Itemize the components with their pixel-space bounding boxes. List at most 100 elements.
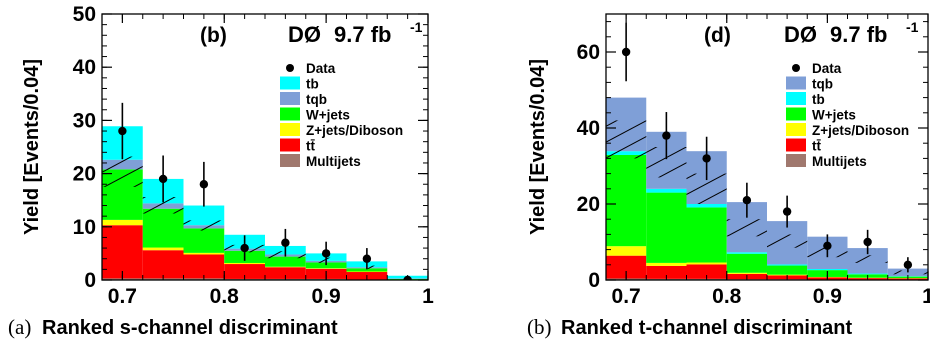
legend-swatch-2 — [786, 92, 806, 105]
y-tick-label-2: 40 — [577, 117, 600, 140]
legend-label-2: tqb — [306, 92, 327, 107]
data-point-0 — [118, 126, 127, 136]
legend-label-4: Z+jets/Diboson — [306, 123, 403, 138]
x-tick-label-3: 1 — [422, 285, 434, 308]
plot-area — [606, 22, 928, 280]
y-tick-label-5: 50 — [73, 3, 96, 26]
y-tick-label-1: 10 — [73, 216, 96, 239]
uncertainty-band-bin-0 — [102, 156, 143, 187]
legend-label-2: tb — [812, 92, 825, 107]
legend-swatch-4 — [786, 123, 806, 136]
luminosity-label: 9.7 fb — [830, 22, 887, 47]
data-point-7 — [903, 260, 913, 269]
caption: Ranked t-channel discriminant — [561, 317, 853, 339]
uncertainty-band-bin-6 — [847, 255, 888, 263]
data-point-6 — [362, 254, 372, 263]
data-point-4 — [782, 207, 792, 216]
panel-label: (b) — [200, 24, 227, 47]
bar-tb-bin-6 — [847, 273, 888, 275]
y-axis-title: Yield [Events/0.04] — [527, 59, 549, 235]
bar-zjetsdiboson-bin-3 — [224, 262, 265, 265]
bar-tt-bin-4 — [265, 267, 306, 279]
luminosity-exponent: -1 — [410, 19, 423, 35]
bar-zjetsdiboson-bin-1 — [646, 262, 687, 266]
uncertainty-band-bin-0 — [606, 120, 647, 159]
x-tick-label-1: 0.8 — [712, 285, 742, 308]
bar-tb-bin-2 — [183, 205, 225, 226]
x-tick-label-3: 1 — [922, 285, 930, 308]
y-tick-label-3: 60 — [577, 41, 600, 64]
legend-swatch-5 — [280, 138, 300, 152]
bar-tb-bin-4 — [767, 264, 808, 266]
bar-tb-bin-1 — [646, 188, 687, 193]
bar-zjetsdiboson-bin-2 — [686, 262, 727, 265]
legend-label-1: tqb — [812, 77, 833, 92]
luminosity-exponent: -1 — [906, 19, 919, 35]
legend-swatch-3 — [786, 107, 806, 121]
bar-tt-bin-3 — [224, 264, 265, 279]
bar-wjets-bin-2 — [183, 228, 225, 253]
legend-swatch-1 — [786, 76, 806, 90]
data-point-1 — [158, 174, 168, 184]
experiment-label: DØ — [288, 22, 321, 47]
data-point-4 — [281, 238, 290, 247]
data-point-6 — [863, 237, 872, 247]
bar-zjetsdiboson-bin-2 — [183, 252, 225, 255]
legend-label-0: Data — [812, 61, 842, 76]
bar-tt-bin-2 — [686, 264, 727, 279]
x-tick-label-2: 0.9 — [813, 285, 842, 308]
bar-wjets-bin-0 — [606, 154, 647, 247]
bar-zjetsdiboson-bin-1 — [142, 247, 184, 251]
bar-zjetsdiboson-bin-6 — [346, 271, 388, 273]
uncertainty-band-bin-2 — [183, 220, 225, 231]
legend-label-6: Multijets — [812, 154, 867, 169]
data-point-0 — [621, 47, 631, 57]
caption-prefix: (b) — [527, 315, 552, 339]
bar-tt-bin-2 — [183, 254, 225, 279]
legend-swatch-5 — [786, 138, 806, 152]
y-tick-label-2: 20 — [73, 163, 96, 186]
legend-swatch-6 — [280, 154, 300, 167]
bar-tt-bin-1 — [142, 250, 184, 279]
bar-zjetsdiboson-bin-4 — [265, 266, 306, 268]
x-tick-label-0: 0.7 — [612, 285, 641, 308]
data-point-5 — [321, 249, 331, 258]
x-tick-label-2: 0.9 — [312, 285, 341, 308]
legend-label-5: tt̄ — [812, 139, 822, 154]
legend-swatch-1 — [280, 76, 300, 90]
legend-label-5: tt̄ — [306, 139, 316, 154]
data-point-3 — [742, 196, 752, 205]
uncertainty-band-bin-3 — [726, 219, 767, 237]
bar-wjets-bin-3 — [726, 253, 767, 273]
y-tick-label-1: 20 — [577, 193, 600, 216]
panel-t-channel: 0.7 0.8 0.9 1 0 20 40 60 Yield [Events/0.04] (d) D… — [527, 13, 930, 339]
bar-wjets-bin-6 — [346, 268, 388, 272]
x-tick-label-0: 0.7 — [108, 285, 137, 308]
y-tick-label-0: 0 — [588, 269, 600, 292]
legend-label-0: Data — [306, 61, 336, 76]
legend-swatch-6 — [786, 154, 806, 167]
luminosity-label: 9.7 fb — [334, 22, 391, 47]
legend-swatch-3 — [280, 107, 300, 121]
bar-zjetsdiboson-bin-0 — [606, 246, 647, 256]
caption-prefix: (a) — [8, 315, 31, 339]
bar-zjetsdiboson-bin-0 — [102, 219, 143, 226]
caption: Ranked s-channel discriminant — [42, 317, 338, 339]
uncertainty-band-bin-1 — [142, 197, 184, 214]
legend-swatch-2 — [280, 92, 300, 105]
data-point-2 — [702, 154, 711, 163]
x-tick-label-1: 0.8 — [210, 285, 240, 308]
uncertainty-band-bin-4 — [767, 234, 808, 248]
bar-tb-bin-5 — [807, 268, 848, 271]
bar-zjetsdiboson-bin-5 — [305, 268, 347, 269]
legend-label-6: Multijets — [306, 154, 361, 169]
bar-tt-bin-0 — [606, 255, 647, 279]
bar-wjets-bin-4 — [265, 256, 306, 267]
data-point-2 — [199, 180, 209, 189]
legend-swatch-4 — [280, 123, 300, 136]
bar-wjets-bin-1 — [142, 208, 184, 248]
legend-label-3: W+jets — [812, 108, 856, 123]
bar-wjets-bin-1 — [646, 192, 687, 263]
